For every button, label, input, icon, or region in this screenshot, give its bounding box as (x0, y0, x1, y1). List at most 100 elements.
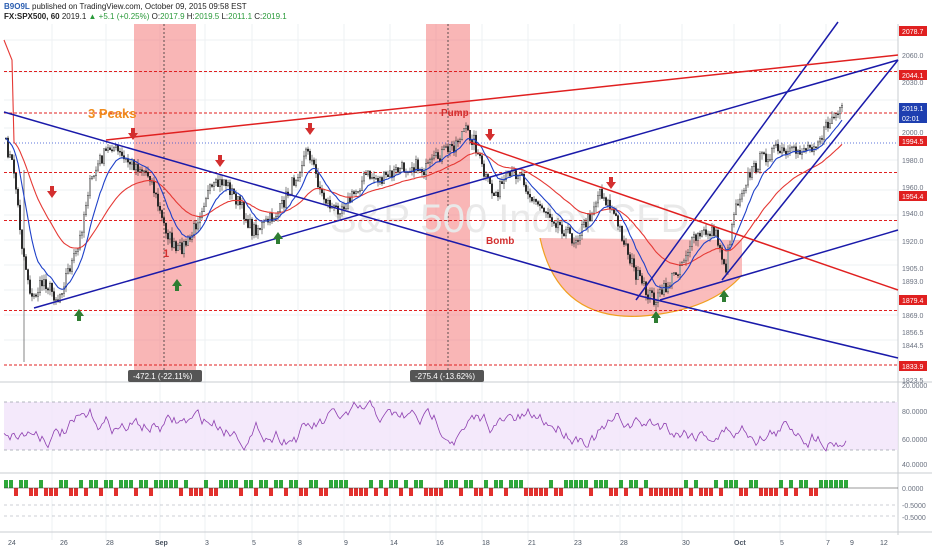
bull-candle (204, 198, 207, 207)
bull-candle (70, 259, 73, 272)
bear-candle (325, 199, 328, 204)
close-label: C: (254, 12, 263, 21)
bear-candle (387, 174, 390, 178)
osc-bar-red (354, 488, 358, 496)
bear-candle (234, 193, 237, 205)
bull-candle (61, 293, 64, 296)
osc-bar-green (294, 480, 298, 488)
osc-bar-green (584, 480, 588, 488)
osc-bar-red (614, 488, 618, 496)
osc-bar-green (574, 480, 578, 488)
bull-candle (775, 143, 778, 146)
price-axis[interactable]: 2060.0 2030.0 2000.0 1980.0 1960.0 1940.0 1920… (899, 26, 927, 522)
osc-bar-green (154, 480, 158, 488)
bear-candle (307, 148, 310, 152)
osc-bar-green (219, 480, 223, 488)
bull-candle (655, 302, 658, 305)
bear-candle (561, 224, 564, 234)
annotation-labels: 3 Peaks Pump Bomb 1 -472.1 (-22.11%) -27… (88, 106, 514, 382)
osc-bar-red (384, 488, 388, 496)
author-name[interactable]: B9O9L (4, 2, 30, 11)
osc-bar-red (49, 488, 53, 496)
bear-candle (815, 146, 818, 148)
bear-candle (481, 155, 484, 165)
price-badge-label: 2044.1 (902, 73, 924, 80)
osc-bar-green (174, 480, 178, 488)
candles (4, 102, 844, 362)
bear-candle (132, 159, 135, 171)
bear-candle (246, 219, 249, 228)
osc-bar-red (774, 488, 778, 496)
osc-bar-green (224, 480, 228, 488)
bear-candle (120, 151, 123, 156)
osc-bar-green (159, 480, 163, 488)
bear-candle (423, 171, 426, 176)
osc-bar-red (199, 488, 203, 496)
bull-candle (567, 227, 570, 230)
bull-candle (631, 258, 634, 264)
symbol-name[interactable]: FX:SPX500, 60 (4, 12, 60, 21)
osc-bar-green (629, 480, 633, 488)
bear-candle (329, 199, 332, 209)
bear-candle (162, 217, 165, 224)
osc-bar-red (434, 488, 438, 496)
osc-bar-green (519, 480, 523, 488)
osc-bar-green (644, 480, 648, 488)
osc-bar-red (809, 488, 813, 496)
osc-bar-green (729, 480, 733, 488)
bear-candle (837, 113, 840, 115)
bear-candle (719, 245, 722, 248)
osc-bar-red (69, 488, 73, 496)
bear-candle (547, 212, 550, 215)
bull-candle (182, 241, 185, 255)
osc-bar-green (394, 480, 398, 488)
osc-bar-red (624, 488, 628, 496)
bull-candle (102, 148, 105, 164)
rsi-tick: 20.0000 (902, 383, 927, 390)
bull-candle (835, 113, 838, 118)
price-badge (899, 361, 927, 371)
bull-candle (667, 286, 670, 293)
bear-candle (763, 152, 766, 155)
osc-bar-green (279, 480, 283, 488)
bull-candle (178, 242, 181, 246)
bear-candle (615, 213, 618, 216)
buy-arrow-stem (276, 239, 280, 244)
osc-bar-green (444, 480, 448, 488)
bear-candle (721, 247, 724, 260)
bull-candle (8, 154, 11, 158)
bull-candle (685, 255, 688, 262)
measure1-text: -472.1 (-22.11%) (133, 372, 193, 381)
osc-bar-green (164, 480, 168, 488)
bear-candle (827, 121, 830, 129)
osc-bar-red (84, 488, 88, 496)
time-axis[interactable]: 24 26 28 Sep 3 5 8 9 14 16 18 21 23 28 30 Oct 5 7 9 12 (8, 540, 888, 547)
bull-candle (114, 145, 117, 148)
sell-arrow-stem (308, 123, 312, 128)
osc-bar-red (474, 488, 478, 496)
bear-candle (118, 150, 121, 153)
osc-bar-red (14, 488, 18, 496)
horizontal-levels (4, 71, 898, 366)
bull-candle (823, 126, 826, 140)
time-tick: 16 (436, 540, 444, 547)
bear-candle (487, 174, 490, 178)
osc-bar-green (289, 480, 293, 488)
osc-tick: -0.5000 (902, 515, 926, 522)
bear-candle (403, 162, 406, 172)
osc-bar-green (604, 480, 608, 488)
bear-candle (491, 183, 494, 194)
osc-bar-green (139, 480, 143, 488)
sell-arrow-stem (50, 186, 54, 191)
bull-candle (449, 144, 452, 152)
bull-candle (275, 216, 278, 219)
bull-candle (445, 146, 448, 148)
bull-candle (757, 169, 760, 173)
bear-candle (661, 289, 664, 295)
osc-bar-red (534, 488, 538, 496)
time-tick: Sep (155, 540, 168, 547)
osc-bar-red (99, 488, 103, 496)
bull-candle (485, 174, 488, 177)
